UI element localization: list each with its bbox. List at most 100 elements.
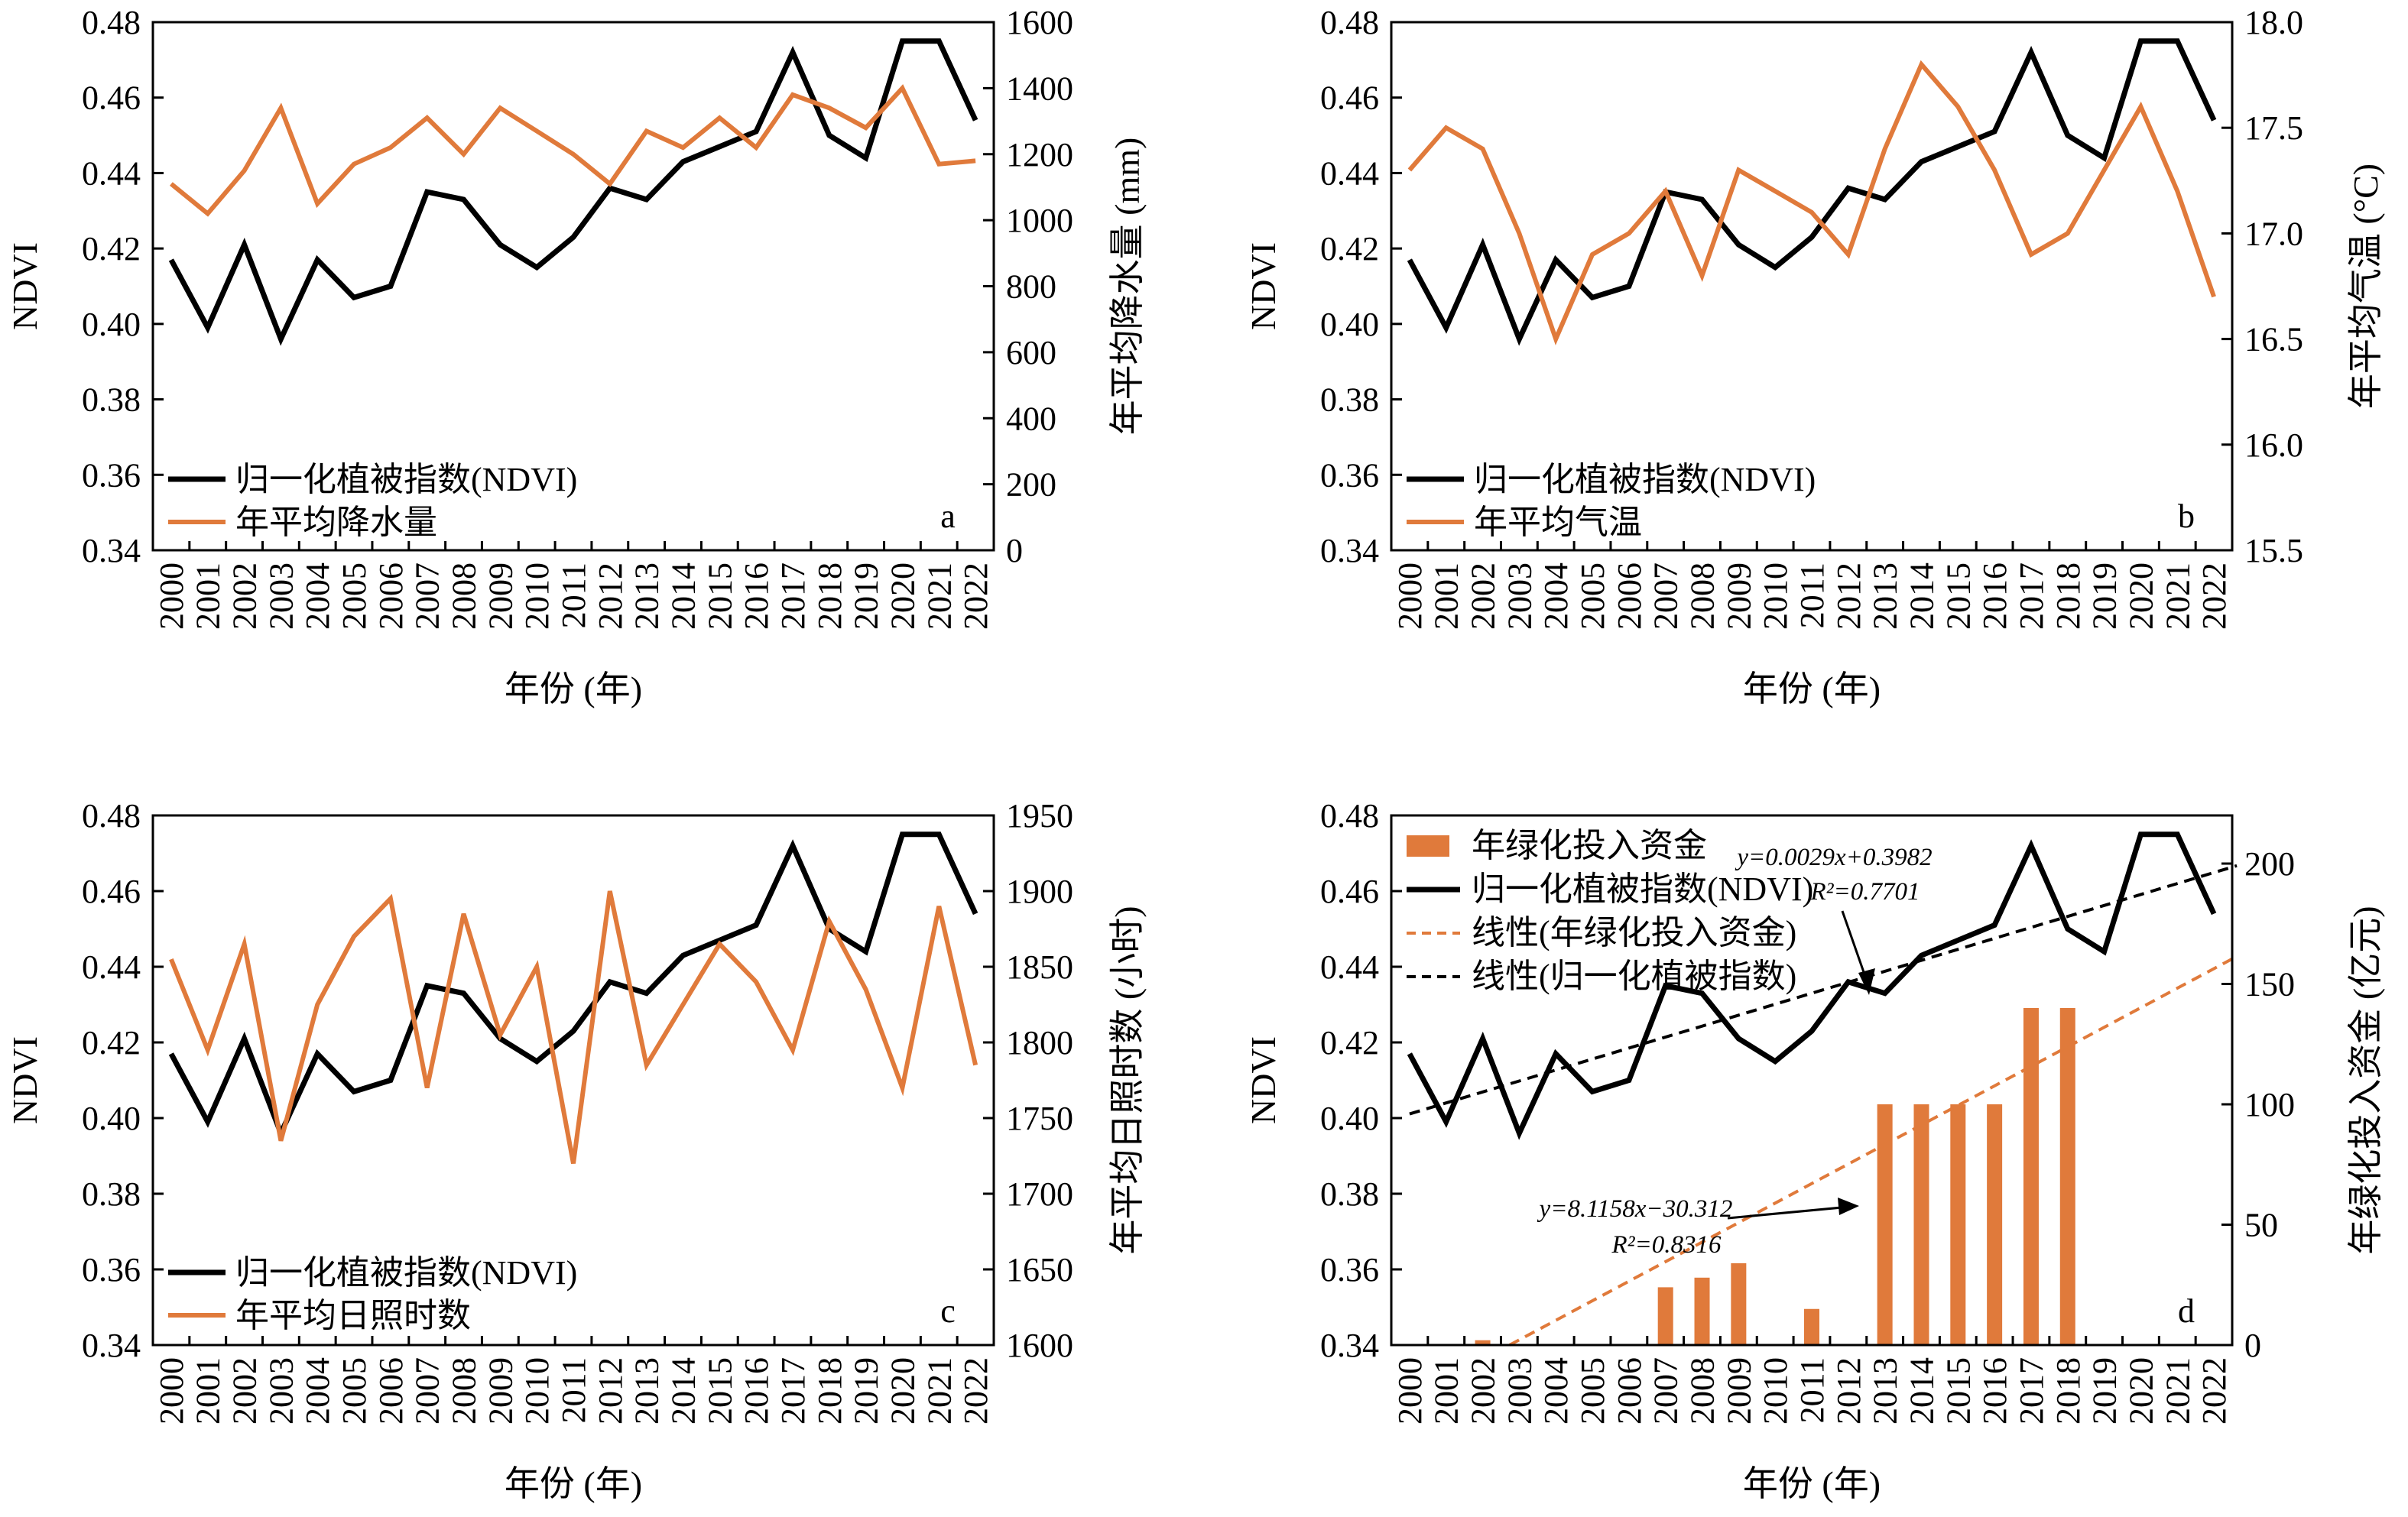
y2-tick-label: 1900 <box>1006 873 1073 910</box>
x-tick-label: 2010 <box>518 1357 556 1425</box>
x-tick-label: 2007 <box>1647 562 1685 630</box>
y-tick-label: 0.38 <box>82 381 141 419</box>
panel-d: 0.34 0.36 0.38 0.40 0.42 0.44 0.46 0.48 0 50 100 15… <box>1244 797 2385 1503</box>
x-tick-label: 2006 <box>1611 562 1648 630</box>
x-tick-label: 2011 <box>1793 562 1831 628</box>
panel-a: 0.34 0.36 0.38 0.40 0.42 0.44 0.46 0.48 0 200 400 6… <box>5 4 1147 708</box>
bar-2014 <box>1913 1104 1929 1345</box>
y2-tick-label: 17.5 <box>2244 109 2303 147</box>
x-tick-label: 2014 <box>1903 562 1940 630</box>
x-tick-label: 2005 <box>1574 1357 1611 1425</box>
x-tick-label: 2010 <box>1757 1357 1794 1425</box>
x-tick-label: 2007 <box>409 562 446 630</box>
y2-tick-label: 50 <box>2244 1207 2278 1244</box>
y-tick-label: 0.46 <box>1320 79 1379 117</box>
x-tick-label: 2014 <box>1903 1357 1940 1425</box>
y2-tick-label: 1650 <box>1006 1251 1073 1288</box>
bar-2002 <box>1475 1340 1491 1345</box>
annotation-arrowhead-fund <box>1838 1198 1859 1215</box>
y-tick-label: 0.34 <box>82 1327 141 1364</box>
x-tick-label: 2008 <box>446 562 483 630</box>
x-tick-label: 2018 <box>2049 1357 2087 1425</box>
x-tick-label: 2009 <box>482 562 519 630</box>
x-tick-label: 2016 <box>738 1357 775 1425</box>
x-tick-label: 2021 <box>920 562 958 630</box>
x-tick-label: 2019 <box>848 1357 885 1425</box>
y-tick-label: 0.40 <box>1320 1100 1379 1137</box>
annotation-arrowhead-ndvi <box>1858 968 1875 995</box>
y2-axis-title: 年平均降水量 (mm) <box>1108 138 1147 436</box>
y2-tick-label: 1000 <box>1006 202 1073 239</box>
x-tick-label: 2006 <box>372 562 410 630</box>
y-axis-title: NDVI <box>5 242 44 330</box>
x-tick-label: 2006 <box>1611 1357 1648 1425</box>
x-tick-label: 2014 <box>664 1357 702 1425</box>
x-tick-label: 2001 <box>190 562 227 630</box>
y-tick-label: 0.34 <box>82 532 141 569</box>
ndvi-line <box>168 38 978 346</box>
x-tick-label: 2001 <box>190 1357 227 1425</box>
y-tick-label: 0.40 <box>1320 306 1379 343</box>
x-tick-label: 2017 <box>2013 562 2050 630</box>
ndvi-line <box>1407 38 2217 346</box>
x-tick-label: 2013 <box>1867 1357 1904 1425</box>
x-tick-label: 2002 <box>226 562 264 630</box>
y-tick-label: 0.36 <box>1320 456 1379 494</box>
y-tick-label: 0.40 <box>82 306 141 343</box>
y-axis-title: NDVI <box>5 1036 44 1124</box>
annotation-fund-r2: R²=0.8316 <box>1611 1231 1722 1259</box>
y2-tick-label: 200 <box>1006 466 1056 504</box>
x-tick-label: 2009 <box>1720 562 1757 630</box>
x-tick-label: 2012 <box>1830 1357 1868 1425</box>
legend-label: 归一化植被指数(NDVI) <box>235 461 577 498</box>
x-tick-label: 2005 <box>1574 562 1611 630</box>
x-tick-label: 2003 <box>1501 1357 1538 1425</box>
y2-tick-label: 1700 <box>1006 1175 1073 1213</box>
y-tick-label: 0.46 <box>1320 873 1379 910</box>
x-tick-label: 2015 <box>701 562 738 630</box>
y2-tick-label: 16.5 <box>2244 321 2303 358</box>
x-tick-label: 2007 <box>409 1357 446 1425</box>
bar-2015 <box>1950 1104 1966 1345</box>
x-tick-label: 2020 <box>2122 562 2160 630</box>
y2-tick-label: 1200 <box>1006 136 1073 173</box>
y2-tick-label: 1800 <box>1006 1024 1073 1062</box>
y-tick-label: 0.36 <box>82 1251 141 1288</box>
bar-2009 <box>1731 1263 1747 1345</box>
y2-tick-label: 200 <box>2244 845 2295 883</box>
bar-2007 <box>1657 1287 1673 1345</box>
y2-axis-title: 年绿化投入资金 (亿元) <box>2346 906 2385 1254</box>
bar-2017 <box>2023 1008 2039 1345</box>
annotation-ndvi-r2: R²=0.7701 <box>1809 878 1920 906</box>
x-tick-label: 2002 <box>1465 562 1502 630</box>
x-tick-label: 2019 <box>2086 1357 2124 1425</box>
y-tick-label: 0.38 <box>1320 381 1379 419</box>
x-tick-label: 2022 <box>957 1357 995 1425</box>
x-tick-label: 2004 <box>299 1357 336 1425</box>
y-tick-label: 0.38 <box>1320 1175 1379 1213</box>
y-tick-label: 0.42 <box>82 230 141 267</box>
annotation-arrow-fund <box>1727 1205 1851 1220</box>
y-tick-label: 0.48 <box>1320 4 1379 41</box>
legend-label: 线性(年绿化投入资金) <box>1472 914 1796 951</box>
x-tick-label: 2005 <box>336 1357 373 1425</box>
x-tick-label: 2022 <box>2195 562 2233 630</box>
bar-2013 <box>1877 1104 1893 1345</box>
x-tick-label: 2018 <box>811 1357 849 1425</box>
y-tick-label: 0.48 <box>82 797 141 835</box>
y2-tick-label: 400 <box>1006 400 1056 437</box>
x-tick-label: 2017 <box>2013 1357 2050 1425</box>
y2-tick-label: 1600 <box>1006 4 1073 41</box>
x-tick-label: 2009 <box>482 1357 519 1425</box>
bar-2008 <box>1694 1277 1710 1345</box>
x-tick-label: 2008 <box>1684 1357 1722 1425</box>
y-tick-label: 0.42 <box>1320 1024 1379 1062</box>
x-tick-label: 2022 <box>957 562 995 630</box>
y2-tick-label: 0 <box>2244 1327 2261 1364</box>
x-tick-label: 2007 <box>1647 1357 1685 1425</box>
y-tick-label: 0.46 <box>82 79 141 117</box>
annotation-ndvi-equation: y=0.0029x+0.3982 <box>1735 844 1932 871</box>
x-tick-label: 2015 <box>701 1357 738 1425</box>
y-tick-label: 0.34 <box>1320 532 1379 569</box>
x-axis-title: 年份 (年) <box>505 1464 642 1503</box>
